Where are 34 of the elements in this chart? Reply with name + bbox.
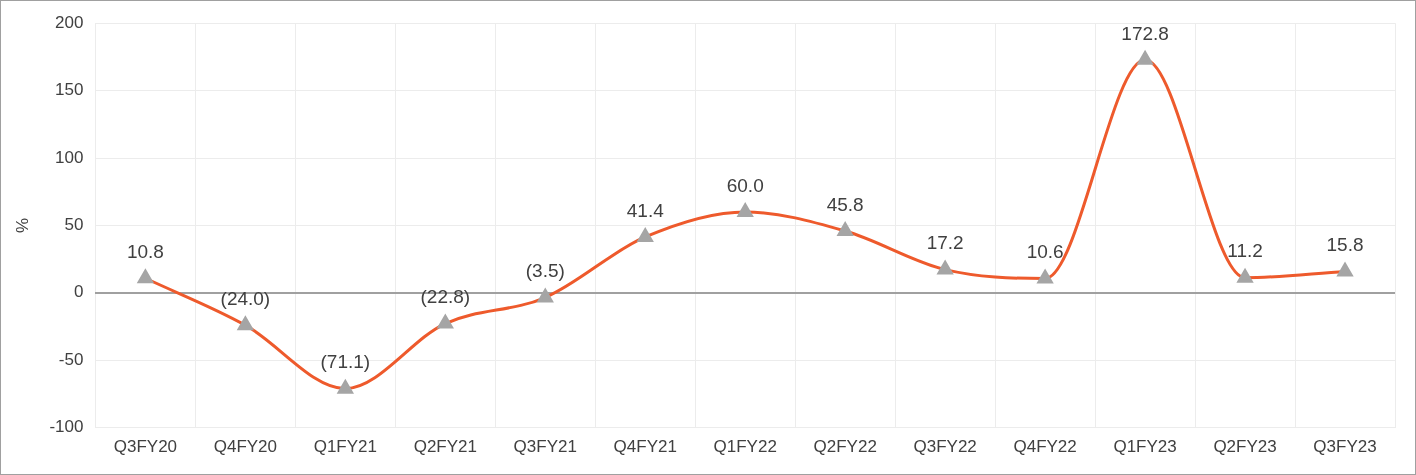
x-tick-label: Q2FY22 [813,437,877,457]
x-tick-label: Q4FY21 [613,437,677,457]
data-label: 17.2 [926,232,964,254]
x-tick-label: Q1FY23 [1113,437,1177,457]
y-tick-label: 0 [73,282,84,302]
data-label: (71.1) [320,351,371,373]
data-label: 10.6 [1026,241,1064,263]
data-label: 11.2 [1227,240,1263,262]
y-tick-label: 150 [55,80,84,100]
data-label: 60.0 [726,174,764,196]
data-label: (3.5) [525,260,565,282]
y-tick-label: 100 [55,147,84,167]
data-label: 45.8 [826,193,864,215]
data-label: 10.8 [126,240,164,262]
y-axis-title: % [12,217,32,233]
data-label: (22.8) [420,286,471,308]
data-label: 172.8 [1121,22,1169,44]
x-tick-label: Q3FY23 [1313,437,1377,457]
x-tick-label: Q1FY21 [313,437,377,457]
data-label: (24.0) [220,287,271,309]
data-label: 41.4 [626,199,665,221]
data-label: 15.8 [1326,234,1364,256]
y-tick-label: 50 [64,215,84,235]
x-tick-label: Q4FY20 [213,437,278,457]
x-tick-label: Q2FY21 [413,437,477,457]
y-tick-label: 200 [55,12,84,32]
x-tick-label: Q2FY23 [1213,437,1277,457]
x-tick-label: Q3FY20 [113,437,178,457]
y-tick-label: -100 [49,417,84,437]
x-tick-label: Q4FY22 [1013,437,1077,457]
x-tick-label: Q3FY22 [913,437,977,457]
x-tick-label: Q3FY21 [513,437,577,457]
x-tick-label: Q1FY22 [713,437,777,457]
y-tick-label: -50 [58,349,84,369]
